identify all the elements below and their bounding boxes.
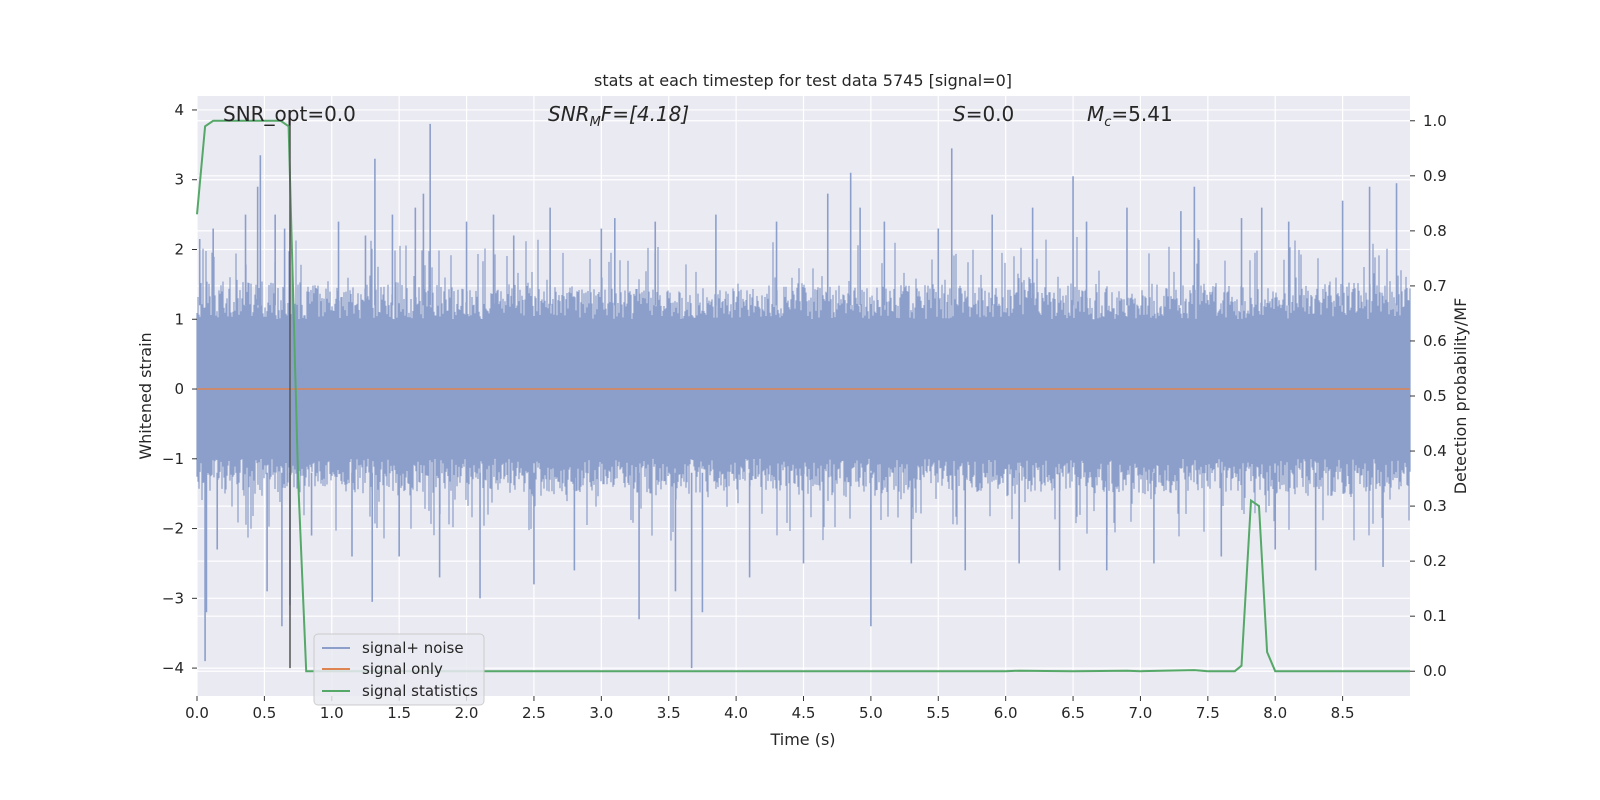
x-tick-label: 8.5 <box>1331 704 1355 722</box>
y-left-tick-label: 0 <box>174 380 184 398</box>
y-left-tick-label: 1 <box>174 310 184 328</box>
x-tick-label: 8.0 <box>1263 704 1287 722</box>
series-signal-noise <box>196 123 1411 669</box>
y-right-tick-label: 0.2 <box>1423 552 1447 570</box>
y-right-tick-label: 0.5 <box>1423 387 1447 405</box>
legend-label-signal-statistics: signal statistics <box>362 682 478 700</box>
y-right-tick-label: 0.7 <box>1423 277 1447 295</box>
x-tick-label: 2.0 <box>455 704 479 722</box>
x-tick-label: 6.0 <box>994 704 1018 722</box>
x-axis-label: Time (s) <box>769 730 835 749</box>
x-tick-label: 5.0 <box>859 704 883 722</box>
y-right-axis-label: Detection probability/MF <box>1451 298 1470 495</box>
series-signal-statistics-line <box>196 119 1410 673</box>
legend-box <box>313 633 485 706</box>
y-right-axis-ticks: 0.0 0.1 0.2 0.3 0.4 0.5 0.6 0.7 0.8 0.9 1.0 <box>1410 112 1447 680</box>
annotation-s-prefix: S <box>953 102 966 126</box>
x-tick-label: 3.0 <box>589 704 613 722</box>
legend-label-signal-only: signal only <box>362 660 443 678</box>
y-right-tick-label: 0.8 <box>1423 222 1447 240</box>
y-right-tick-label: 0.0 <box>1423 662 1447 680</box>
x-axis-ticks: 0.0 0.5 1.0 1.5 2.0 2.5 3.0 3.5 4.0 4.5 5.0 5.5 6.0 6… <box>185 696 1355 722</box>
x-tick-label: 7.0 <box>1129 704 1153 722</box>
legend: signal+ noise signal only signal statist… <box>313 633 485 706</box>
y-left-tick-label: −1 <box>162 450 184 468</box>
chart-title: stats at each timestep for test data 574… <box>594 71 1012 90</box>
x-tick-label: 4.0 <box>724 704 748 722</box>
annotation-mc-suffix: =5.41 <box>1111 102 1172 126</box>
y-left-axis-label: Whitened strain <box>136 332 155 459</box>
y-right-tick-label: 0.6 <box>1423 332 1447 350</box>
y-left-tick-label: −2 <box>162 520 184 538</box>
x-tick-label: 1.0 <box>320 704 344 722</box>
x-tick-label: 6.5 <box>1061 704 1085 722</box>
x-tick-label: 0.5 <box>252 704 276 722</box>
annotation-mc: Mc=5.41 <box>1087 102 1173 130</box>
y-left-tick-label: −3 <box>162 589 184 607</box>
y-right-tick-label: 0.9 <box>1423 167 1447 185</box>
annotation-mc-prefix: M <box>1087 102 1104 126</box>
x-tick-label: 3.5 <box>657 704 681 722</box>
y-left-tick-label: 3 <box>174 171 184 189</box>
x-tick-label: 7.5 <box>1196 704 1220 722</box>
annotation-snr-opt: SNR_opt=0.0 <box>223 102 356 126</box>
annotation-snr-mf: SNRMF=[4.18] <box>548 102 689 130</box>
annotation-mc-sub: c <box>1104 115 1111 130</box>
x-tick-label: 0.0 <box>185 704 209 722</box>
annotation-snr-mf-sub: M <box>590 115 601 130</box>
y-left-tick-label: 2 <box>174 240 184 258</box>
x-tick-label: 2.5 <box>522 704 546 722</box>
y-right-tick-label: 0.1 <box>1423 607 1447 625</box>
y-right-tick-label: 0.4 <box>1423 442 1447 460</box>
x-tick-label: 4.5 <box>792 704 816 722</box>
annotation-s-stat: S=0.0 <box>953 102 1014 126</box>
y-left-tick-label: 4 <box>174 101 184 119</box>
x-tick-label: 5.5 <box>926 704 950 722</box>
y-left-tick-label: −4 <box>162 659 184 677</box>
y-right-tick-label: 1.0 <box>1423 112 1447 130</box>
annotation-snr-mf-suffix: F=[4.18] <box>601 102 689 126</box>
noise-band-body <box>196 237 1411 541</box>
annotation-snr-mf-prefix: SNR <box>548 102 590 126</box>
annotation-s-suffix: =0.0 <box>966 102 1015 126</box>
y-right-tick-label: 0.3 <box>1423 497 1447 515</box>
x-tick-label: 1.5 <box>387 704 411 722</box>
legend-label-signal-noise: signal+ noise <box>362 639 464 657</box>
y-left-axis-ticks: −4 −3 −2 −1 0 1 2 3 4 <box>162 101 197 677</box>
